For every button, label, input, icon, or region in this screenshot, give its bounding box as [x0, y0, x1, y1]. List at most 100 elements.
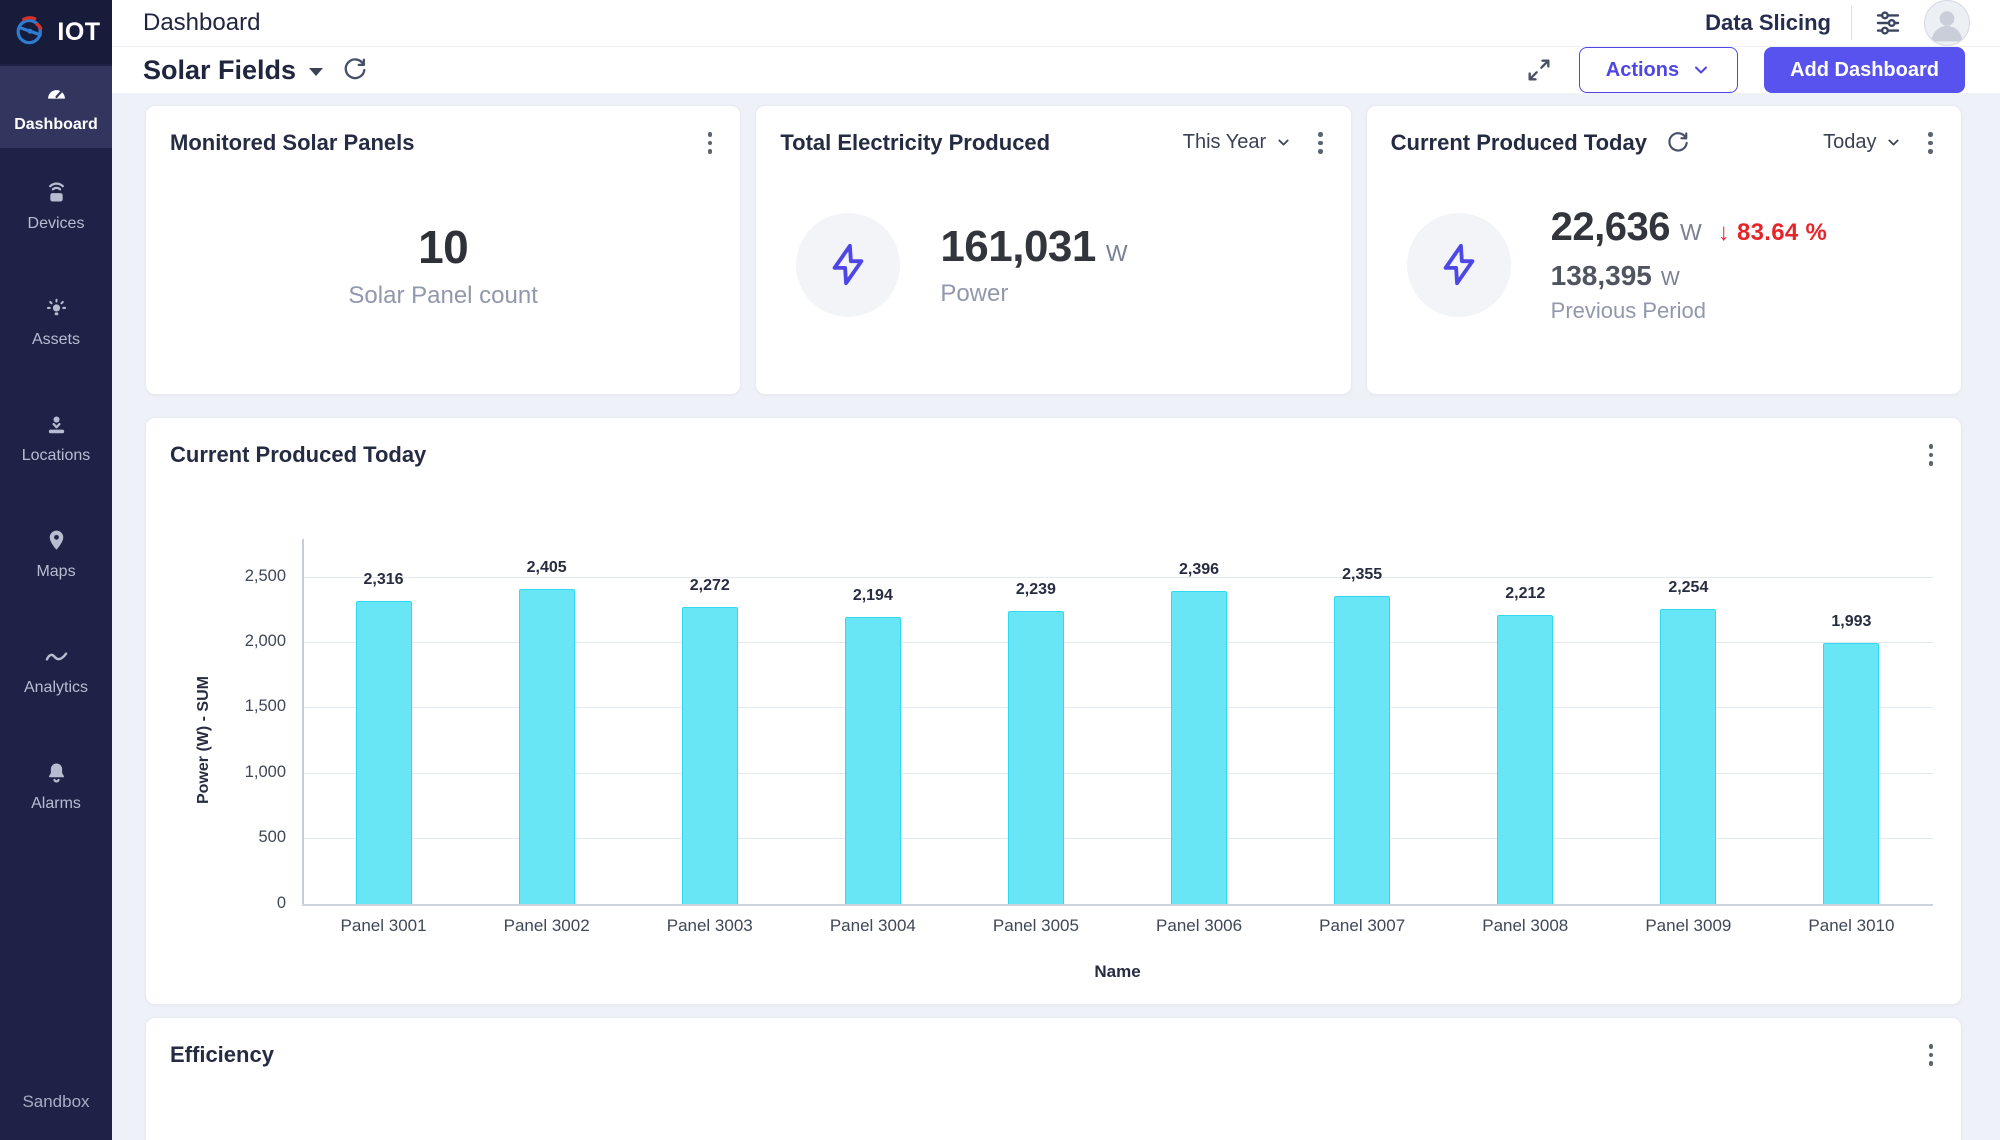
globe-logo-icon	[11, 11, 49, 54]
panel-count-value: 10	[418, 220, 469, 273]
chart-bar[interactable]	[1823, 642, 1880, 904]
sidebar-item-locations[interactable]: Locations	[0, 380, 112, 496]
x-axis-tick-label: Panel 3005	[992, 915, 1079, 935]
y-axis-tick-label: 2,500	[244, 566, 286, 585]
x-axis-tick-label: Panel 3007	[1319, 915, 1406, 935]
map-pin-icon	[43, 527, 70, 554]
sidebar-item-devices[interactable]: Devices	[0, 148, 112, 264]
x-axis-tick-label: Panel 3006	[1156, 915, 1243, 935]
card-header: Current Produced Today	[170, 440, 1937, 470]
expand-fullscreen-icon[interactable]	[1525, 56, 1553, 84]
kebab-menu-icon[interactable]	[1924, 128, 1937, 158]
bell-icon	[43, 759, 70, 786]
kebab-menu-icon[interactable]	[704, 128, 717, 158]
x-axis-tick-label: Panel 3003	[666, 915, 753, 935]
add-dashboard-button[interactable]: Add Dashboard	[1764, 47, 1965, 93]
refresh-card-icon[interactable]	[1665, 130, 1691, 156]
sidebar-item-label: Dashboard	[14, 116, 98, 133]
card-title: Efficiency	[170, 1041, 274, 1067]
sidebar-item-label: Analytics	[23, 679, 89, 696]
sidebar-item-label: Locations	[21, 447, 91, 464]
main-area: Dashboard Data Slicing	[112, 0, 2000, 1140]
lightning-bolt-icon	[796, 212, 901, 317]
y-axis-tick-label: 2,000	[244, 631, 286, 650]
x-axis-tick-label: Panel 3002	[503, 915, 590, 935]
chart-bar[interactable]	[681, 606, 738, 904]
lightbulb-icon	[43, 295, 70, 322]
lightning-bolt-icon	[1406, 212, 1511, 317]
time-range-selector[interactable]: This Year	[1183, 131, 1292, 154]
chart-gridline	[302, 707, 1933, 709]
chart-gridline	[302, 903, 1933, 906]
sidebar-item-sandbox[interactable]: Sandbox	[22, 1092, 90, 1111]
chart-gridline	[302, 838, 1933, 840]
time-range-selector[interactable]: Today	[1823, 131, 1902, 154]
monitored-panels-card: Monitored Solar Panels 10 Solar Panel co…	[145, 105, 742, 395]
filter-sliders-icon[interactable]	[1872, 7, 1904, 39]
current-power-value: 22,636	[1550, 205, 1671, 250]
dashboard-toolbar: Solar Fields Actions	[112, 46, 2000, 93]
card-title: Monitored Solar Panels	[170, 129, 415, 155]
chevron-down-icon	[1695, 66, 1708, 74]
chart-bar[interactable]	[1660, 608, 1717, 904]
dashboard-content: Monitored Solar Panels 10 Solar Panel co…	[112, 93, 2000, 1140]
kebab-menu-icon[interactable]	[1925, 440, 1938, 470]
card-header: Total Electricity Produced This Year	[780, 128, 1326, 158]
chart-gridline	[302, 641, 1933, 643]
x-axis-tick-label: Panel 3008	[1482, 915, 1569, 935]
chart-bar[interactable]	[844, 616, 901, 904]
bar-chart-card: Current Produced Today 0 500 1,000 1,500 2,0…	[145, 417, 1962, 1005]
refresh-dashboard-icon[interactable]	[341, 56, 369, 84]
y-axis-tick-label: 1,500	[244, 697, 286, 716]
bar-value-label: 1,993	[1831, 612, 1872, 630]
sidebar-nav: Dashboard Devices	[0, 64, 112, 844]
chart-bar[interactable]	[1171, 590, 1228, 904]
user-avatar[interactable]	[1924, 0, 1970, 46]
sidebar-item-label: Assets	[31, 331, 80, 348]
bar-value-label: 2,272	[689, 576, 730, 594]
previous-period-caption: Previous Period	[1550, 298, 1706, 324]
chart-bar[interactable]	[1497, 614, 1554, 904]
data-slicing-button[interactable]: Data Slicing	[1705, 10, 1831, 35]
bar-value-label: 2,254	[1668, 578, 1709, 596]
y-axis-tick-label: 1,000	[244, 762, 286, 781]
sidebar-item-label: Maps	[36, 563, 76, 580]
card-body: 22,636 W ↓ 83.64 % 138,395 W Previous Pe…	[1391, 158, 1937, 373]
dashboard-selector[interactable]: Solar Fields	[143, 55, 324, 86]
kebab-menu-icon[interactable]	[1314, 128, 1327, 158]
total-power-caption: Power	[940, 279, 1009, 307]
current-power-unit: W	[1680, 219, 1702, 246]
sidebar-item-dashboard[interactable]: Dashboard	[0, 66, 112, 148]
chart-bar[interactable]	[518, 588, 575, 904]
bar-value-label: 2,396	[1179, 560, 1220, 578]
sidebar-item-maps[interactable]: Maps	[0, 496, 112, 612]
efficiency-card: Efficiency	[145, 1017, 1962, 1140]
sidebar-item-alarms[interactable]: Alarms	[0, 728, 112, 844]
actions-button[interactable]: Actions	[1578, 47, 1739, 93]
x-axis-tick-label: Panel 3004	[829, 915, 916, 935]
y-axis-line	[302, 538, 304, 904]
app-logo[interactable]: IOT	[0, 0, 112, 64]
x-axis-tick-label: Panel 3001	[340, 915, 427, 935]
kebab-menu-icon[interactable]	[1925, 1040, 1938, 1070]
bar-value-label: 2,212	[1505, 584, 1546, 602]
x-axis-tick-label: Panel 3010	[1808, 915, 1895, 935]
bar-value-label: 2,355	[1342, 565, 1383, 583]
sidebar-item-analytics[interactable]: Analytics	[0, 612, 112, 728]
top-header: Dashboard Data Slicing	[112, 0, 2000, 46]
header-actions: Data Slicing	[1705, 0, 1970, 46]
y-axis-tick-label: 0	[276, 893, 286, 912]
actions-button-label: Actions	[1605, 58, 1680, 81]
time-range-label: Today	[1823, 131, 1877, 154]
bar-value-label: 2,194	[852, 586, 893, 604]
device-wifi-icon	[43, 179, 70, 206]
chart-bar[interactable]	[355, 600, 412, 904]
previous-power-value: 138,395	[1550, 260, 1652, 292]
chart-bar[interactable]	[1007, 610, 1064, 904]
wave-chart-icon	[43, 643, 70, 670]
x-axis-tick-label: Panel 3009	[1645, 915, 1732, 935]
total-electricity-card: Total Electricity Produced This Year	[755, 105, 1352, 395]
sidebar-item-assets[interactable]: Assets	[0, 264, 112, 380]
chart-bar[interactable]	[1334, 595, 1391, 904]
